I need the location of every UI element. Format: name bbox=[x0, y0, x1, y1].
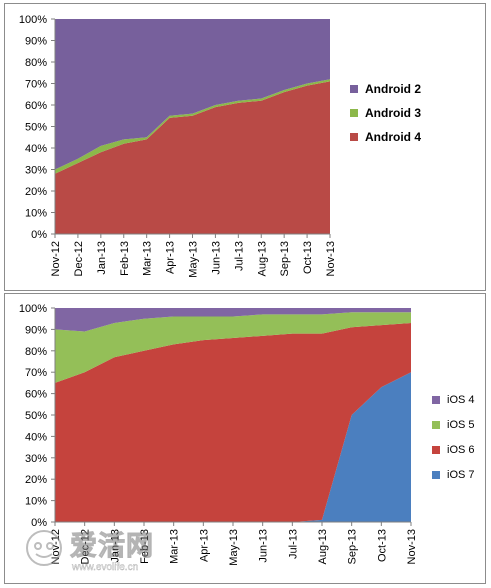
android-y-tick-label: 0% bbox=[31, 229, 47, 241]
ios-y-tick-label: 100% bbox=[19, 303, 47, 315]
ios-series-area-ios-6 bbox=[55, 322, 411, 522]
legend-item-android-3: Android 3 bbox=[350, 106, 421, 120]
ios-x-tick-label: Feb-13 bbox=[139, 529, 151, 564]
android-x-tick-label: Nov-12 bbox=[50, 241, 62, 276]
ios-series-area-ios-7 bbox=[55, 372, 411, 522]
ios-series-area-ios-4 bbox=[55, 308, 411, 332]
legend-label-android-3: Android 3 bbox=[365, 106, 421, 120]
ios-legend: iOS 4 iOS 5 iOS 6 iOS 7 bbox=[432, 394, 491, 484]
android-y-tick-label: 90% bbox=[25, 36, 47, 48]
legend-swatch-ios-4 bbox=[432, 396, 440, 404]
android-y-tick-label: 60% bbox=[25, 100, 47, 112]
ios-x-tick-label: Jun-13 bbox=[258, 529, 270, 563]
legend-label-android-4: Android 4 bbox=[365, 130, 421, 144]
legend-swatch-android-4 bbox=[350, 133, 358, 141]
android-y-tick-label: 70% bbox=[25, 79, 47, 91]
legend-label-ios-7: iOS 7 bbox=[447, 469, 475, 481]
legend-swatch-ios-6 bbox=[432, 446, 440, 454]
android-x-tick-label: May-13 bbox=[188, 241, 200, 278]
android-x-tick-label: Nov-13 bbox=[325, 241, 337, 276]
android-x-tick-label: Jun-13 bbox=[210, 241, 222, 275]
android-y-tick-label: 30% bbox=[25, 165, 47, 177]
android-y-tick-label: 50% bbox=[25, 122, 47, 134]
legend-label-android-2: Android 2 bbox=[365, 82, 421, 96]
legend-item-ios-4: iOS 4 bbox=[432, 394, 475, 406]
ios-y-tick-label: 10% bbox=[25, 496, 47, 508]
ios-series-area-ios-5 bbox=[55, 312, 411, 383]
ios-x-tick-label: Oct-13 bbox=[376, 529, 388, 562]
legend-swatch-ios-7 bbox=[432, 471, 440, 479]
ios-x-tick-label: Jul-13 bbox=[287, 529, 299, 559]
ios-y-tick-label: 40% bbox=[25, 431, 47, 443]
android-series-area-android-4 bbox=[55, 81, 330, 234]
ios-y-tick-label: 80% bbox=[25, 346, 47, 358]
ios-x-tick-label: May-13 bbox=[228, 529, 240, 566]
ios-x-tick-label: Dec-12 bbox=[80, 529, 92, 564]
legend-label-ios-5: iOS 5 bbox=[447, 419, 475, 431]
ios-y-tick-label: 50% bbox=[25, 410, 47, 422]
legend-item-android-4: Android 4 bbox=[350, 130, 421, 144]
android-y-tick-label: 20% bbox=[25, 186, 47, 198]
legend-item-android-2: Android 2 bbox=[350, 82, 421, 96]
android-y-tick-label: 10% bbox=[25, 208, 47, 220]
legend-item-ios-7: iOS 7 bbox=[432, 469, 475, 481]
android-x-tick-label: Feb-13 bbox=[119, 241, 131, 276]
android-x-tick-label: Jan-13 bbox=[96, 241, 108, 275]
android-legend: Android 2 Android 3 Android 4 bbox=[350, 82, 470, 152]
ios-x-tick-label: Jan-13 bbox=[109, 529, 121, 563]
android-x-tick-label: Jul-13 bbox=[233, 241, 245, 271]
ios-y-tick-label: 0% bbox=[31, 517, 47, 529]
android-x-tick-label: Dec-12 bbox=[73, 241, 85, 276]
ios-y-tick-label: 60% bbox=[25, 389, 47, 401]
android-y-tick-label: 100% bbox=[19, 14, 47, 26]
ios-y-tick-label: 20% bbox=[25, 474, 47, 486]
legend-label-ios-4: iOS 4 bbox=[447, 394, 475, 406]
ios-y-tick-label: 30% bbox=[25, 453, 47, 465]
android-x-tick-label: Aug-13 bbox=[256, 241, 268, 276]
android-series-area-android-2 bbox=[55, 19, 330, 170]
ios-x-tick-label: Nov-13 bbox=[406, 529, 418, 564]
ios-x-tick-label: Nov-12 bbox=[50, 529, 62, 564]
legend-swatch-android-3 bbox=[350, 109, 358, 117]
android-x-tick-label: Apr-13 bbox=[165, 241, 177, 274]
android-x-tick-label: Oct-13 bbox=[302, 241, 314, 274]
ios-y-tick-label: 70% bbox=[25, 367, 47, 379]
android-y-tick-label: 80% bbox=[25, 57, 47, 69]
legend-swatch-ios-5 bbox=[432, 421, 440, 429]
legend-item-ios-6: iOS 6 bbox=[432, 444, 475, 456]
ios-x-tick-label: Apr-13 bbox=[198, 529, 210, 562]
ios-x-tick-label: Mar-13 bbox=[169, 529, 181, 564]
android-y-tick-label: 40% bbox=[25, 143, 47, 155]
legend-label-ios-6: iOS 6 bbox=[447, 444, 475, 456]
ios-x-tick-label: Aug-13 bbox=[317, 529, 329, 564]
android-x-tick-label: Sep-13 bbox=[279, 241, 291, 276]
android-x-tick-label: Mar-13 bbox=[142, 241, 154, 276]
ios-y-tick-label: 90% bbox=[25, 324, 47, 336]
ios-x-tick-label: Sep-13 bbox=[347, 529, 359, 564]
legend-swatch-android-2 bbox=[350, 85, 358, 93]
legend-item-ios-5: iOS 5 bbox=[432, 419, 475, 431]
